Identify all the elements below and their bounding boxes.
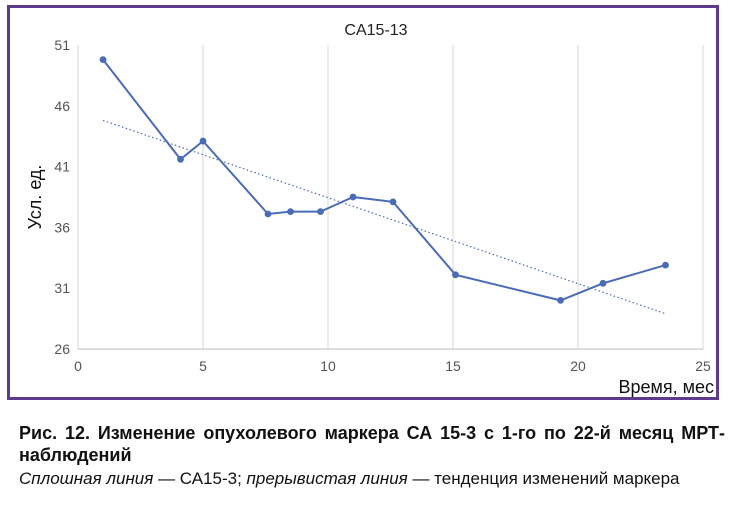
caption-solid-series: СА15-3; xyxy=(179,469,247,488)
caption-note: Сплошная линия — СА15-3; прерывистая лин… xyxy=(19,468,725,490)
data-point xyxy=(349,193,357,201)
x-axis-label: Время, мес xyxy=(618,377,714,397)
y-tick-label: 26 xyxy=(54,341,70,357)
caption-dashed-label: прерывистая линия xyxy=(246,469,408,488)
y-tick-label: 46 xyxy=(54,98,70,114)
x-tick-label: 20 xyxy=(570,358,586,374)
data-point xyxy=(599,279,607,287)
figure-caption: Рис. 12. Изменение опухолевого маркера С… xyxy=(19,422,725,490)
series-line xyxy=(102,58,666,302)
series-group xyxy=(99,56,669,315)
data-point xyxy=(287,208,294,215)
y-tick-label: 36 xyxy=(54,219,70,235)
caption-solid-label: Сплошная линия xyxy=(19,469,154,488)
trend-line xyxy=(102,119,666,315)
x-tick-label: 0 xyxy=(74,358,82,374)
grid-lines xyxy=(77,45,704,350)
y-tick-label: 51 xyxy=(54,37,70,53)
data-point xyxy=(264,210,272,218)
caption-dashed-meaning: — тенденция изменений маркера xyxy=(407,469,680,488)
data-point xyxy=(99,56,107,63)
data-point xyxy=(662,261,669,269)
data-point xyxy=(557,296,564,304)
data-point xyxy=(177,155,184,163)
y-tick-label: 41 xyxy=(54,159,70,175)
tick-labels: 0 5 10 15 20 25 26 31 36 41 46 51 xyxy=(54,37,711,374)
data-point xyxy=(389,198,397,206)
x-tick-label: 15 xyxy=(445,358,461,374)
chart-title: CA15-13 xyxy=(344,22,407,39)
data-point xyxy=(317,208,324,215)
caption-title: Рис. 12. Изменение опухолевого маркера С… xyxy=(19,423,725,465)
x-tick-label: 10 xyxy=(320,358,336,374)
chart-frame xyxy=(7,5,719,400)
x-tick-label: 25 xyxy=(695,358,711,374)
y-axis-label: Усл. ед. xyxy=(25,165,45,230)
data-point xyxy=(452,271,459,279)
caption-dash-1: — xyxy=(153,469,180,488)
x-tick-label: 5 xyxy=(199,358,207,374)
data-point xyxy=(199,137,207,145)
y-tick-label: 31 xyxy=(54,280,70,296)
